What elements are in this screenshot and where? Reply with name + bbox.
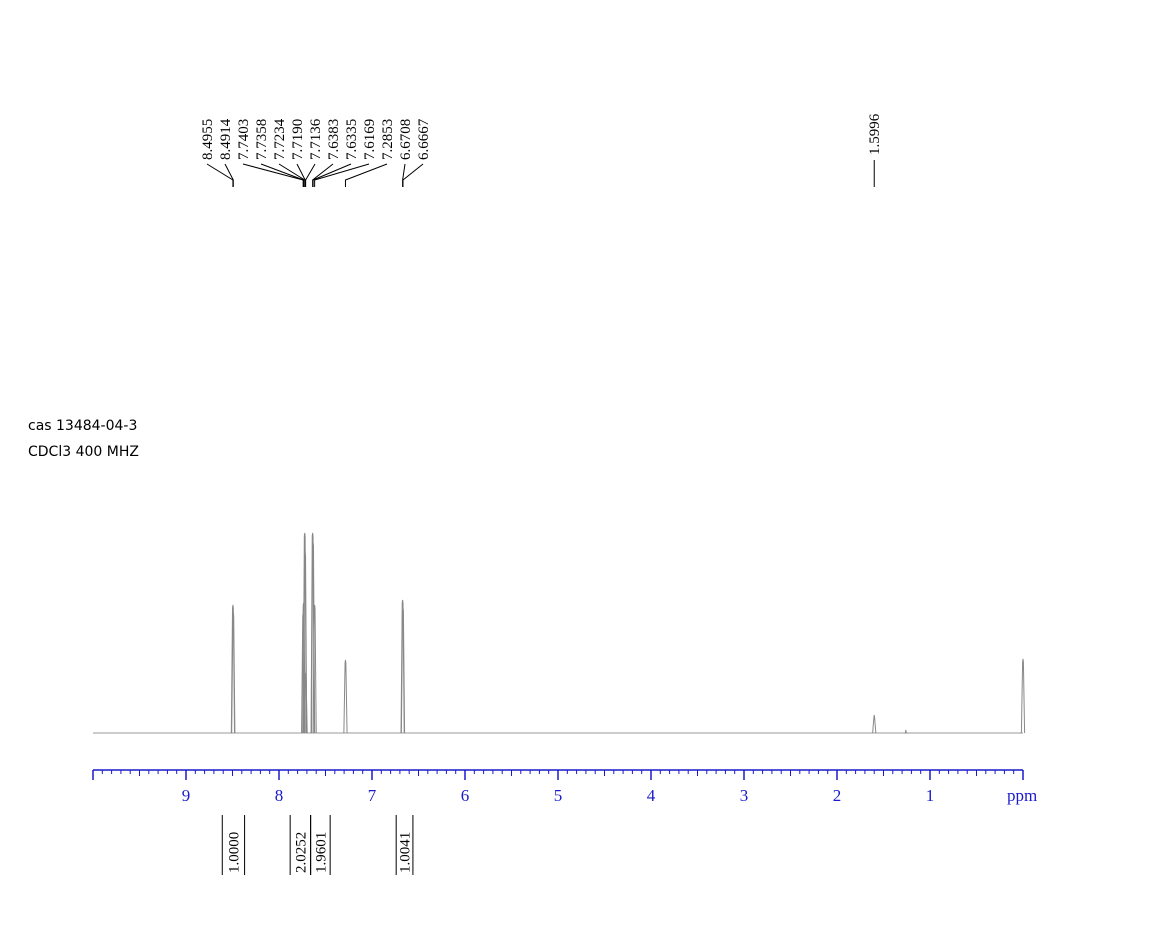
peak-leader (224, 163, 234, 187)
peak-label: 7.7190 (290, 119, 306, 160)
peak-leader (314, 163, 370, 187)
peak-leader (206, 163, 234, 187)
peak (343, 659, 348, 734)
peak (400, 607, 406, 734)
peak (312, 604, 317, 734)
x-tick-label: 7 (368, 786, 377, 805)
x-tick-label: 9 (182, 786, 191, 805)
peak-leader (402, 163, 424, 187)
x-tick-label: 4 (647, 786, 656, 805)
peak-label: 6.6667 (416, 118, 432, 160)
x-tick-label: 8 (275, 786, 284, 805)
peak-leader (296, 163, 306, 187)
integral-label: 1.9601 (313, 832, 329, 873)
peak (872, 714, 877, 734)
peak-label: 6.6708 (398, 119, 414, 160)
peak-label: 7.7358 (254, 119, 270, 160)
x-tick-label: 6 (461, 786, 470, 805)
peak (303, 672, 308, 734)
peak (303, 552, 308, 734)
x-tick-label: 1 (926, 786, 935, 805)
x-axis-label: ppm (1007, 786, 1037, 805)
integral-label: 1.0000 (226, 832, 242, 873)
sample-id: cas 13484-04-3 (28, 418, 137, 434)
peak-label: 7.6169 (362, 119, 378, 160)
peak (1020, 658, 1026, 734)
integral-bracket (395, 815, 414, 875)
peak-label: 7.7234 (272, 118, 288, 160)
peak-label: 8.4955 (200, 119, 216, 160)
peak-label: 7.7136 (308, 118, 324, 160)
integral-label: 2.0252 (293, 832, 309, 873)
peak-label: 7.7403 (236, 119, 252, 160)
x-tick-label: 3 (740, 786, 749, 805)
peak-leader (344, 163, 388, 187)
integral-bracket (221, 815, 246, 875)
peak-label: 7.6383 (326, 119, 342, 160)
peak-leader (242, 163, 304, 187)
peak-label: 7.6335 (344, 119, 360, 160)
peak-leader (305, 163, 316, 187)
solvent-info: CDCl3 400 MHZ (28, 444, 139, 460)
peak-label: 7.2853 (380, 119, 396, 160)
peak-label: 8.4914 (218, 118, 234, 160)
x-tick-label: 5 (554, 786, 563, 805)
peak (904, 729, 908, 734)
peak-leader (260, 163, 305, 187)
peak-label: 1.5996 (867, 113, 883, 155)
integral-label: 1.0041 (398, 832, 414, 873)
x-tick-label: 2 (833, 786, 842, 805)
integral-bracket (310, 815, 331, 875)
peak (231, 612, 236, 734)
peak-leader (312, 163, 352, 187)
